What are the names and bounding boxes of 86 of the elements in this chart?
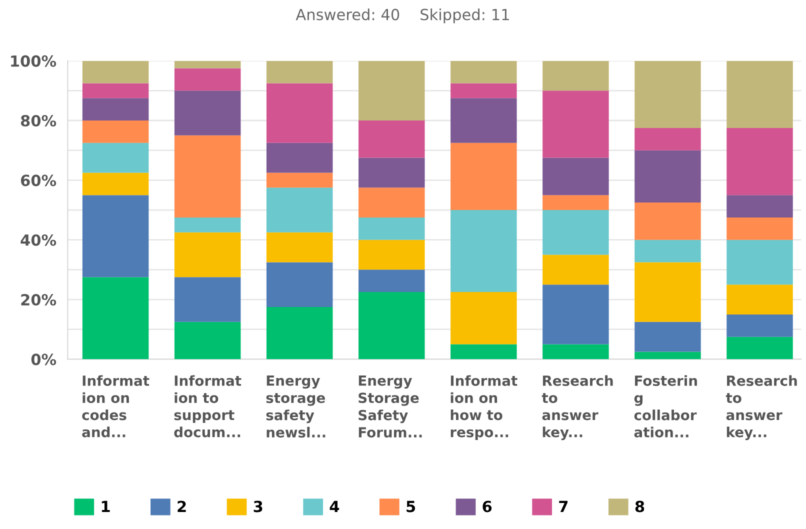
bar (358, 270, 425, 292)
bar (358, 188, 425, 218)
bar (174, 277, 241, 322)
bar (450, 344, 517, 360)
bar (634, 352, 701, 360)
bar (266, 60, 333, 84)
x-tick-label: Energy storage safety newsl... (266, 376, 326, 438)
bar (358, 158, 425, 188)
bar (266, 188, 333, 232)
bar (726, 284, 793, 314)
bar (726, 60, 793, 128)
bar (82, 60, 149, 84)
x-tick-label: Fosterin g collabor ation... (634, 375, 697, 438)
bar (542, 210, 609, 255)
bar (634, 322, 701, 352)
legend-label: 6 (482, 500, 492, 512)
bar (450, 83, 517, 98)
bar (266, 142, 333, 173)
x-tick-label: Informat ion on how to respo... (450, 375, 518, 440)
bar (726, 195, 793, 218)
x-tick-label: Energy Storage Safety Forum... (358, 376, 422, 438)
bar (174, 60, 241, 68)
bar (726, 240, 793, 285)
legend-label: 5 (406, 500, 416, 512)
bar (634, 128, 701, 150)
bar (82, 98, 149, 121)
bar (358, 120, 425, 158)
y-tick-label: 20% (21, 294, 56, 306)
bar (450, 98, 517, 143)
bar (266, 172, 333, 188)
bar (358, 60, 425, 121)
bar (542, 284, 609, 344)
bar (266, 262, 333, 307)
x-tick-label: Research to answer key... (542, 375, 613, 440)
bar (174, 135, 241, 218)
bar (634, 150, 701, 203)
bar (82, 120, 149, 143)
y-tick-label: 100% (11, 55, 56, 67)
bar (358, 217, 425, 240)
chart-title: Answered: 40 Skipped: 11 (296, 8, 509, 24)
bar (726, 314, 793, 337)
bar (174, 232, 241, 278)
legend-label: 4 (330, 500, 340, 512)
y-tick-label: 60% (20, 174, 56, 186)
legend-label: 2 (178, 500, 186, 512)
bar (266, 83, 333, 143)
y-tick-label: 80% (20, 114, 56, 127)
bar (450, 142, 517, 210)
bar (634, 202, 701, 240)
bar (726, 336, 793, 360)
bar (266, 232, 333, 262)
bar (450, 292, 517, 344)
bar (82, 277, 149, 360)
bar (358, 240, 425, 270)
bar (542, 195, 609, 210)
x-tick-label: Informat ion to support docum... (174, 375, 242, 438)
bar (82, 83, 149, 98)
bar (266, 306, 333, 360)
bar (174, 217, 241, 232)
legend-label: 8 (635, 500, 644, 512)
legend-label: 3 (254, 500, 262, 512)
bar (542, 90, 609, 158)
x-tick-label: Research to answer key... (726, 375, 797, 440)
bar (634, 240, 701, 262)
bar (82, 195, 149, 278)
bar (450, 60, 517, 84)
bar (450, 210, 517, 292)
bar (726, 128, 793, 196)
bar (542, 344, 609, 360)
x-tick-label: Informat ion on codes and... (82, 375, 150, 438)
bar (542, 158, 609, 196)
y-tick-label: 40% (20, 234, 56, 246)
bar (174, 322, 241, 360)
legend-label: 7 (559, 500, 568, 512)
bar (542, 254, 609, 285)
bar (634, 60, 701, 128)
bar (82, 142, 149, 173)
bar (174, 68, 241, 91)
bar (174, 90, 241, 136)
legend-label: 1 (102, 500, 110, 512)
bar (726, 217, 793, 240)
bar (542, 60, 609, 91)
bar (358, 292, 425, 360)
bar (634, 262, 701, 322)
y-tick-label: 0% (31, 354, 56, 366)
bar (82, 172, 149, 196)
